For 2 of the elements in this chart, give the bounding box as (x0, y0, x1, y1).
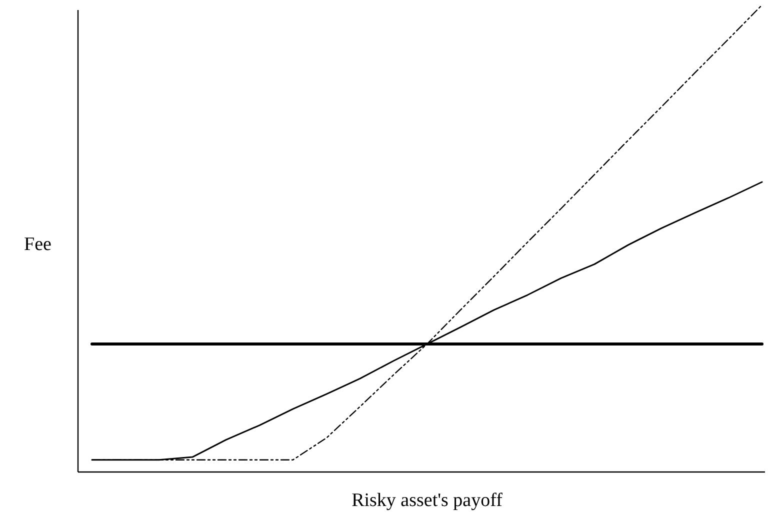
x-axis-title: Risky asset's payoff (352, 490, 504, 511)
y-axis-title: Fee (24, 234, 52, 255)
